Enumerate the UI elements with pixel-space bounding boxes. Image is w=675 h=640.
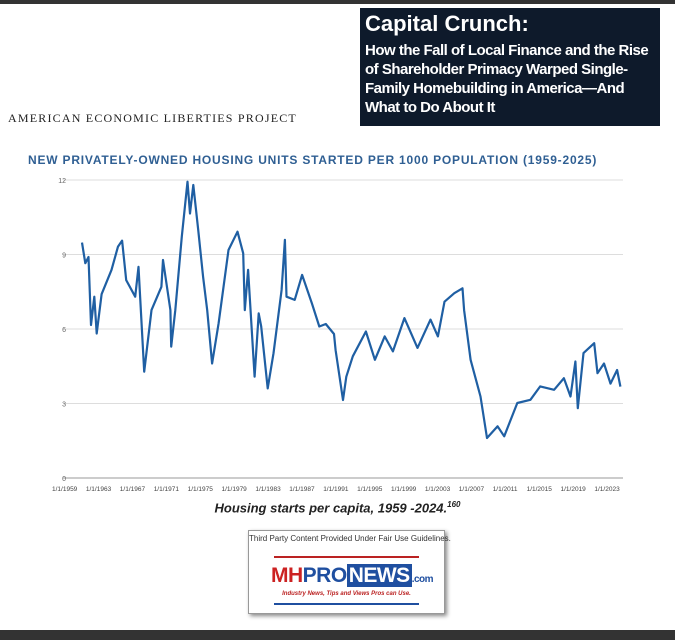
- x-tick-label: 1/1/1995: [357, 486, 383, 493]
- report-title-box: Capital Crunch: How the Fall of Local Fi…: [360, 8, 660, 126]
- x-tick-label: 1/1/2007: [459, 486, 485, 493]
- y-tick-label: 0: [62, 476, 66, 483]
- x-tick-label: 1/1/1983: [255, 486, 281, 493]
- brand-news: NEWS: [346, 564, 412, 587]
- y-tick-label: 3: [62, 402, 66, 409]
- chart-title: NEW PRIVATELY-OWNED HOUSING UNITS STARTE…: [28, 153, 598, 167]
- brand-pro: PRO: [302, 564, 348, 587]
- caption-footnote: 160: [447, 500, 461, 509]
- caption-text: Housing starts per capita, 1959 -2024.: [214, 500, 448, 516]
- x-tick-label: 1/1/2015: [527, 486, 553, 493]
- logo-rule-blue: [274, 603, 419, 605]
- x-tick-label: 1/1/2003: [425, 486, 451, 493]
- organization-name: AMERICAN ECONOMIC LIBERTIES PROJECT: [8, 111, 297, 125]
- x-tick-label: 1/1/2023: [594, 486, 620, 493]
- x-tick-label: 1/1/1991: [323, 486, 349, 493]
- series-line: [80, 180, 622, 440]
- report-title: Capital Crunch:: [365, 11, 529, 36]
- x-tick-label: 1/1/1987: [289, 486, 315, 493]
- logo-rule-red: [274, 556, 419, 558]
- x-tick-label: 1/1/1967: [120, 486, 146, 493]
- logo-tagline: Industry News, Tips and Views Pros can U…: [282, 591, 411, 597]
- brand-dotcom: .com: [411, 574, 434, 585]
- x-tick-label: 1/1/2011: [493, 486, 518, 493]
- x-tick-label: 1/1/1963: [86, 486, 112, 493]
- y-tick-label: 12: [58, 178, 66, 185]
- y-tick-label: 9: [62, 253, 66, 260]
- report-subtitle: How the Fall of Local Finance and the Ri…: [365, 42, 649, 116]
- x-tick-label: 1/1/1979: [222, 486, 248, 493]
- x-tick-label: 1/1/1999: [391, 486, 417, 493]
- mhpronews-logo: Third Party Content Provided Under Fair …: [248, 530, 451, 614]
- logo-brand: MHPRONEWS .com: [271, 564, 434, 592]
- line-chart: 0 3 6 9 12 1/1/1959 1/1/1963 1/1/1967 1/1/1971 1/…: [52, 178, 623, 493]
- y-tick-label: 6: [62, 327, 66, 334]
- fair-use-notice: Third Party Content Provided Under Fair …: [249, 534, 451, 543]
- x-tick-label: 1/1/2019: [561, 486, 587, 493]
- bottom-border: [0, 630, 675, 640]
- brand-mh: MH: [271, 564, 303, 587]
- x-tick-label: 1/1/1971: [154, 486, 180, 493]
- x-tick-label: 1/1/1975: [188, 486, 214, 493]
- top-border: [0, 0, 675, 4]
- x-tick-label: 1/1/1959: [52, 486, 78, 493]
- chart-caption: Housing starts per capita, 1959 -2024.16…: [0, 500, 675, 515]
